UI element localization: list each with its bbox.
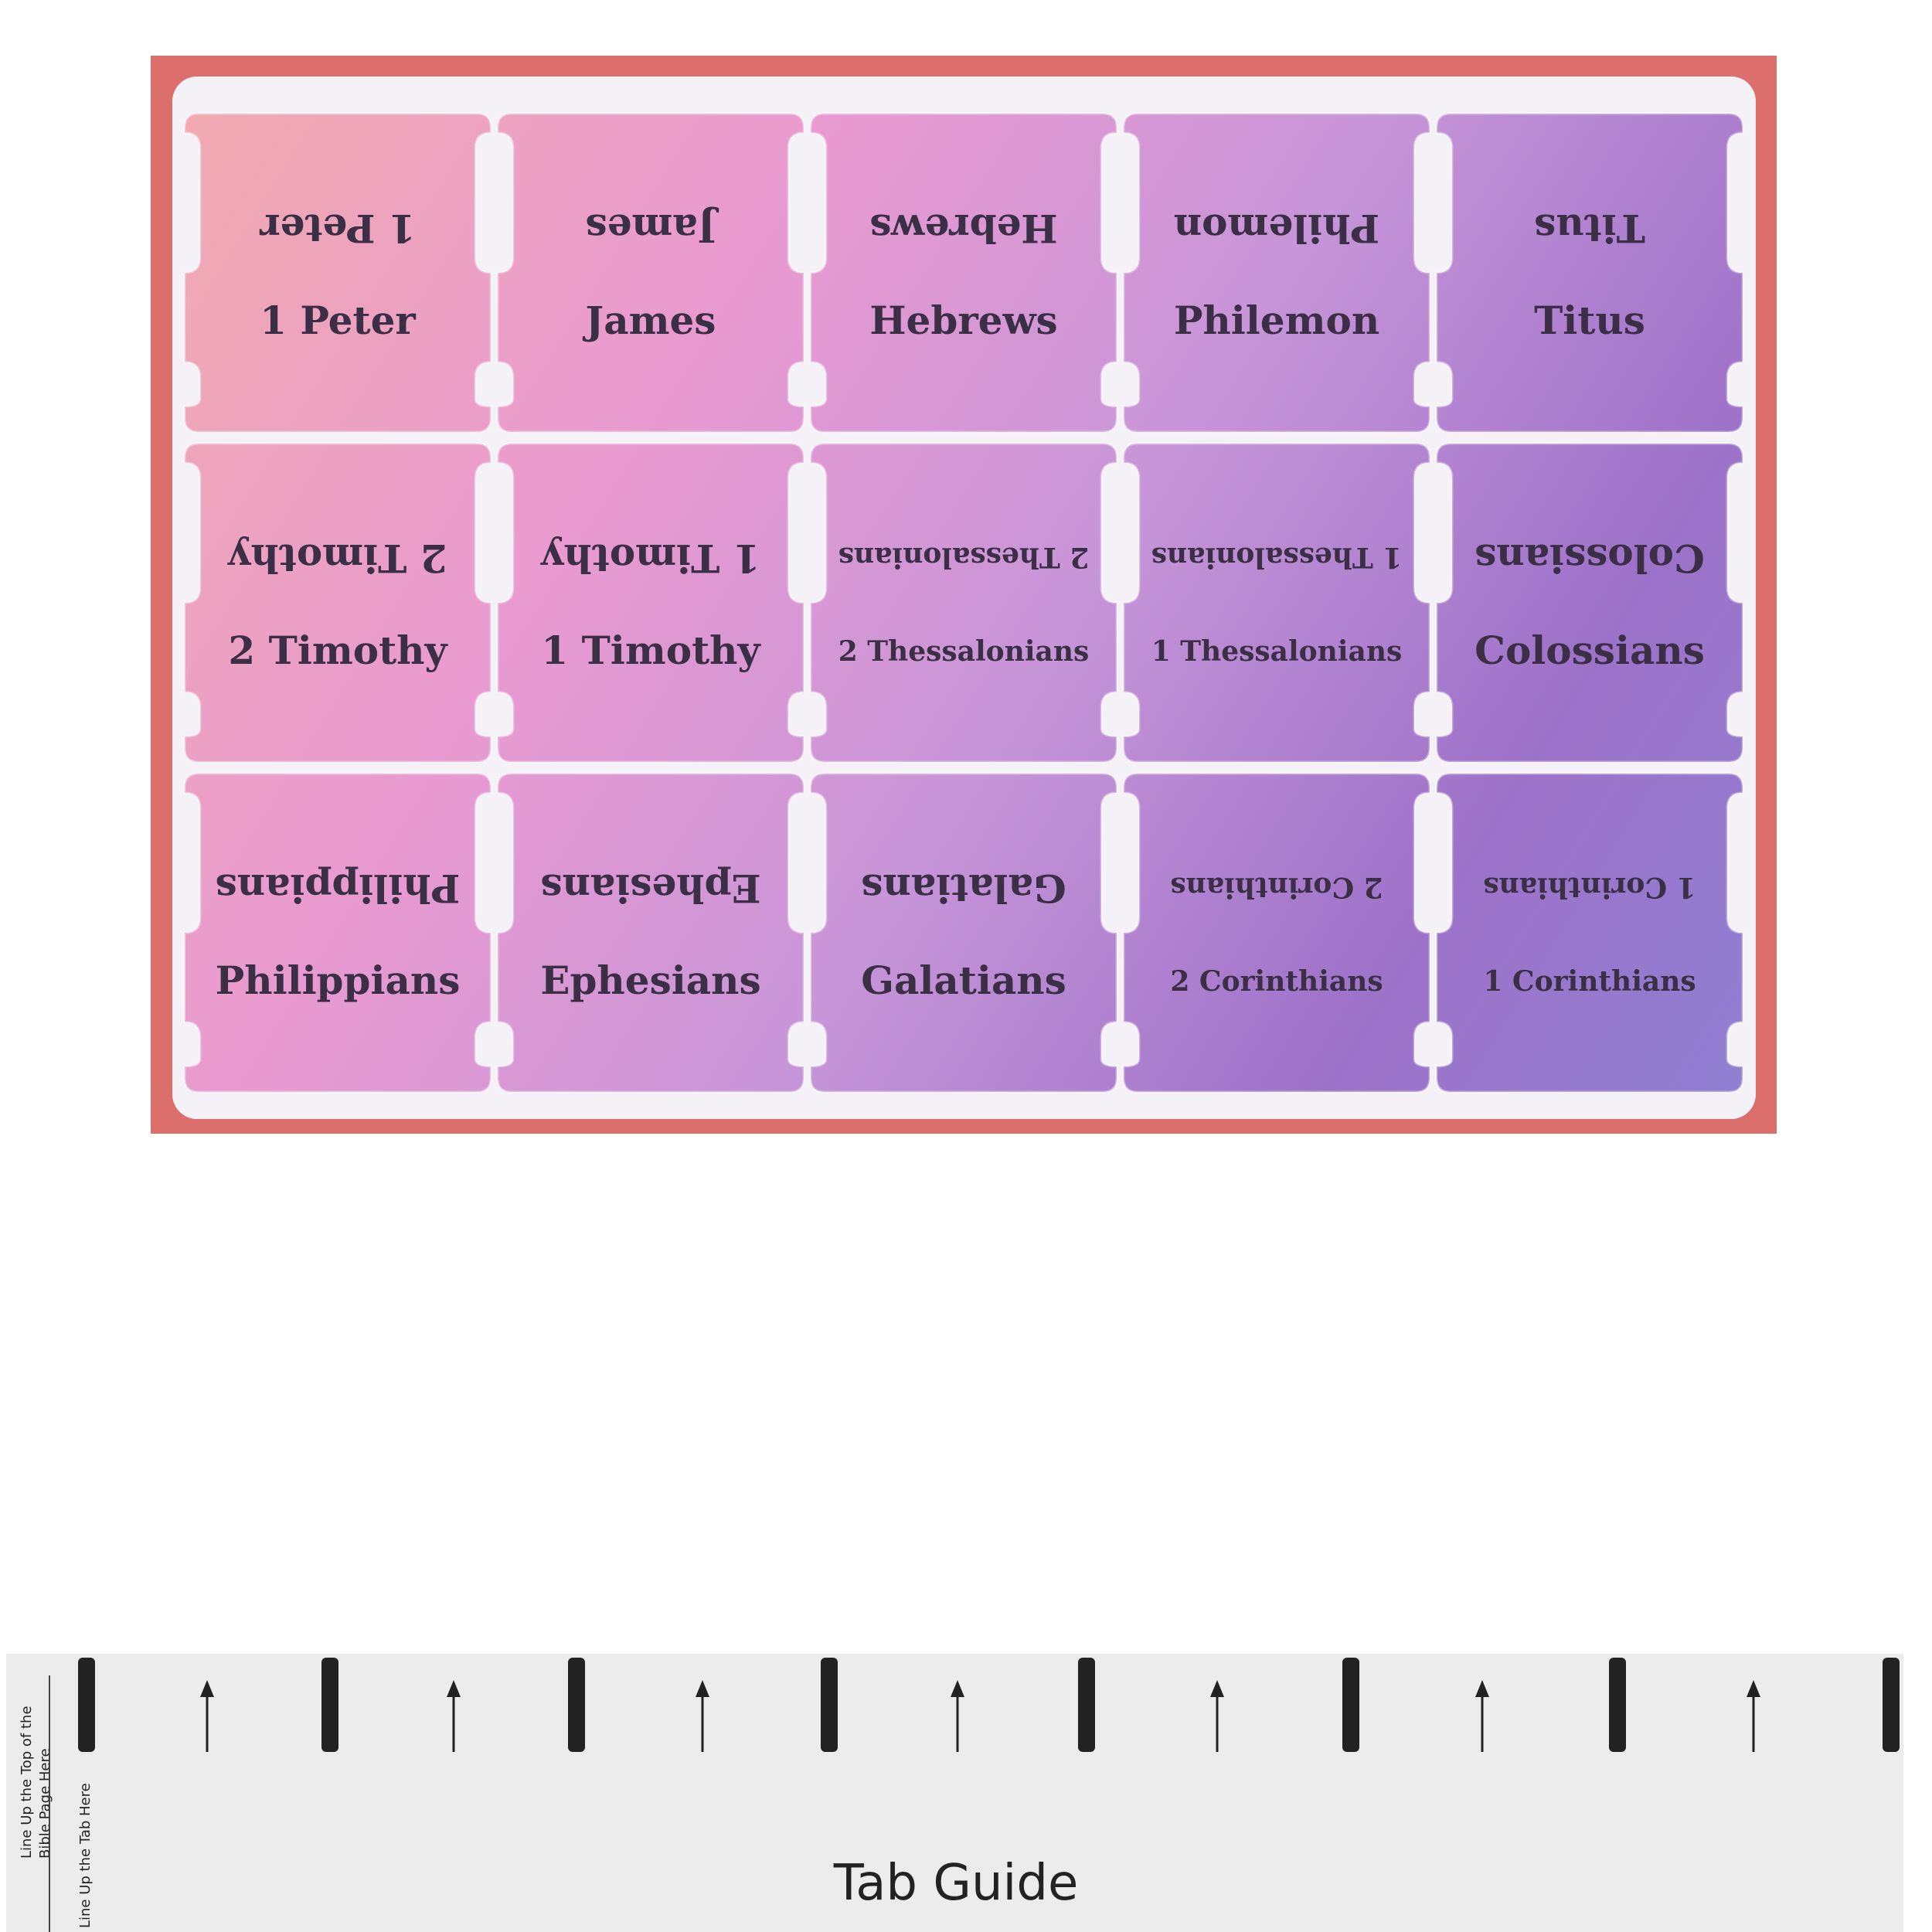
tab-label-inverted: Ephesians: [540, 866, 760, 911]
tab-label: James: [583, 298, 716, 343]
tab: 2 Timothy 2 Timothy: [183, 442, 492, 764]
ruler-marks: [78, 1658, 1900, 1752]
tab-shape: [183, 772, 492, 1094]
tab-note: Line Up the Tab Here: [77, 1783, 94, 1928]
arrow-head: [951, 1680, 964, 1697]
tab-shape: [809, 112, 1118, 434]
tab: 2 Thessalonians 2 Thessalonians: [809, 442, 1118, 764]
tab-shape: [1435, 442, 1744, 764]
tab: 1 Timothy 1 Timothy: [496, 442, 805, 764]
guide-title: Tab Guide: [833, 1855, 1079, 1912]
tab: 1 Corinthians 1 Corinthians: [1435, 772, 1744, 1094]
arrow-head: [200, 1680, 214, 1697]
tab-label-inverted: 1 Thessalonians: [1151, 541, 1403, 573]
tab-shape: [496, 112, 805, 434]
tab-slot-mark: [1883, 1658, 1900, 1752]
tab: Hebrews Hebrews: [809, 112, 1118, 434]
tab-label: Philippians: [216, 957, 461, 1003]
tab-shape: [1122, 772, 1431, 1094]
tab: 2 Corinthians 2 Corinthians: [1122, 772, 1431, 1094]
tab-slot-mark: [321, 1658, 338, 1752]
tab-slot-mark: [78, 1658, 95, 1752]
page-note-line: Line Up the Top of the: [19, 1706, 35, 1859]
tab: Philippians Philippians: [183, 772, 492, 1094]
tab-shape: [1435, 772, 1744, 1094]
tab-label-inverted: 1 Corinthians: [1483, 871, 1696, 903]
tab: Titus Titus: [1435, 112, 1744, 434]
tab-label-inverted: Galatians: [861, 866, 1066, 911]
tab-label: Hebrews: [869, 298, 1057, 343]
arrow-head: [696, 1680, 709, 1697]
tab-label-inverted: 1 Peter: [260, 206, 416, 251]
tab-grid: 1 Peter 1 Peter James James Hebrews Hebrews Ph…: [183, 112, 1744, 1094]
tab-shape: [496, 442, 805, 764]
tab-label-inverted: Colossians: [1475, 536, 1705, 581]
tab-shape: [183, 442, 492, 764]
tab: James James: [496, 112, 805, 434]
tab-label: Ephesians: [540, 957, 760, 1003]
tab-label: Titus: [1534, 298, 1645, 343]
tab-label: Galatians: [861, 957, 1066, 1003]
tab-label-inverted: 1 Timothy: [539, 536, 760, 581]
tab-label: Philemon: [1174, 298, 1379, 343]
tab-slot-mark: [821, 1658, 838, 1752]
tab-shape: [183, 112, 492, 434]
tab-label-inverted: James: [586, 206, 719, 251]
tab-label: 1 Timothy: [541, 628, 761, 673]
page-note-line: Bible Page Here: [37, 1748, 53, 1859]
tab: Ephesians Ephesians: [496, 772, 805, 1094]
tab-slot-mark: [1342, 1658, 1359, 1752]
tab-shape: [1435, 112, 1744, 434]
arrow-head: [1475, 1680, 1489, 1697]
tab-slot-mark: [1609, 1658, 1626, 1752]
arrow-head: [1210, 1680, 1224, 1697]
tab-label-inverted: Philemon: [1174, 206, 1379, 251]
tab-shape: [496, 772, 805, 1094]
tab: 1 Peter 1 Peter: [183, 112, 492, 434]
tab-label-inverted: Hebrews: [869, 206, 1057, 251]
tab-slot-mark: [568, 1658, 585, 1752]
tab: Galatians Galatians: [809, 772, 1118, 1094]
tab-shape: [1122, 442, 1431, 764]
tab: 1 Thessalonians 1 Thessalonians: [1122, 442, 1431, 764]
tab-label: 1 Thessalonians: [1151, 635, 1403, 668]
tab: Philemon Philemon: [1122, 112, 1431, 434]
tab-label-inverted: 2 Timothy: [226, 536, 447, 581]
tab-slot-mark: [1078, 1658, 1095, 1752]
tab-label-inverted: 2 Corinthians: [1170, 871, 1383, 903]
tab-shape: [809, 772, 1118, 1094]
tab: Colossians Colossians: [1435, 442, 1744, 764]
tab-label: 2 Thessalonians: [838, 635, 1090, 668]
arrow-head: [1747, 1680, 1760, 1697]
tab-label-inverted: 2 Thessalonians: [838, 541, 1090, 573]
tab-label: 2 Timothy: [228, 628, 448, 673]
tab-shape: [809, 442, 1118, 764]
tab-label-inverted: Philippians: [216, 866, 461, 911]
tab-label: 2 Corinthians: [1170, 965, 1383, 998]
tab-shape: [1122, 112, 1431, 434]
tab-label: 1 Corinthians: [1483, 965, 1696, 998]
arrow-head: [447, 1680, 461, 1697]
tab-label: Colossians: [1475, 628, 1705, 673]
tab-label-inverted: Titus: [1534, 206, 1645, 251]
tab-label: 1 Peter: [260, 298, 416, 343]
